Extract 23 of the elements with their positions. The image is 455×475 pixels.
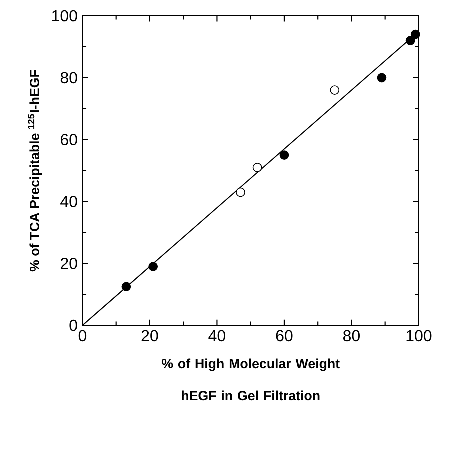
y-tick-label: 0 — [70, 320, 78, 332]
y-tick-label: 60 — [61, 134, 78, 146]
point — [406, 36, 416, 46]
point — [377, 73, 387, 83]
text: % of High Molecular Weight hEGF in Gel Filtration — [162, 358, 340, 401]
y-tick-label: 80 — [60, 72, 78, 84]
point — [236, 188, 246, 198]
x-tick-label: 0 — [78, 330, 87, 342]
y-axis-title: % of TCA Precipitable $^{125}$I-hEGF — [28, 70, 42, 272]
point — [280, 150, 290, 160]
y-tick-label: 100 — [52, 10, 78, 22]
point — [410, 30, 420, 40]
x-tick-label: 40 — [208, 330, 226, 342]
point — [330, 86, 340, 95]
x-tick-label: 100 — [406, 330, 432, 342]
x-tick-label: 80 — [343, 330, 360, 342]
x-tick-label: 20 — [142, 330, 158, 342]
point — [148, 262, 158, 272]
y-tick-label: 20 — [60, 258, 78, 270]
point — [252, 163, 262, 172]
x-tick-label: 60 — [276, 330, 293, 342]
y-tick-label: 40 — [60, 196, 78, 208]
point — [122, 282, 132, 292]
